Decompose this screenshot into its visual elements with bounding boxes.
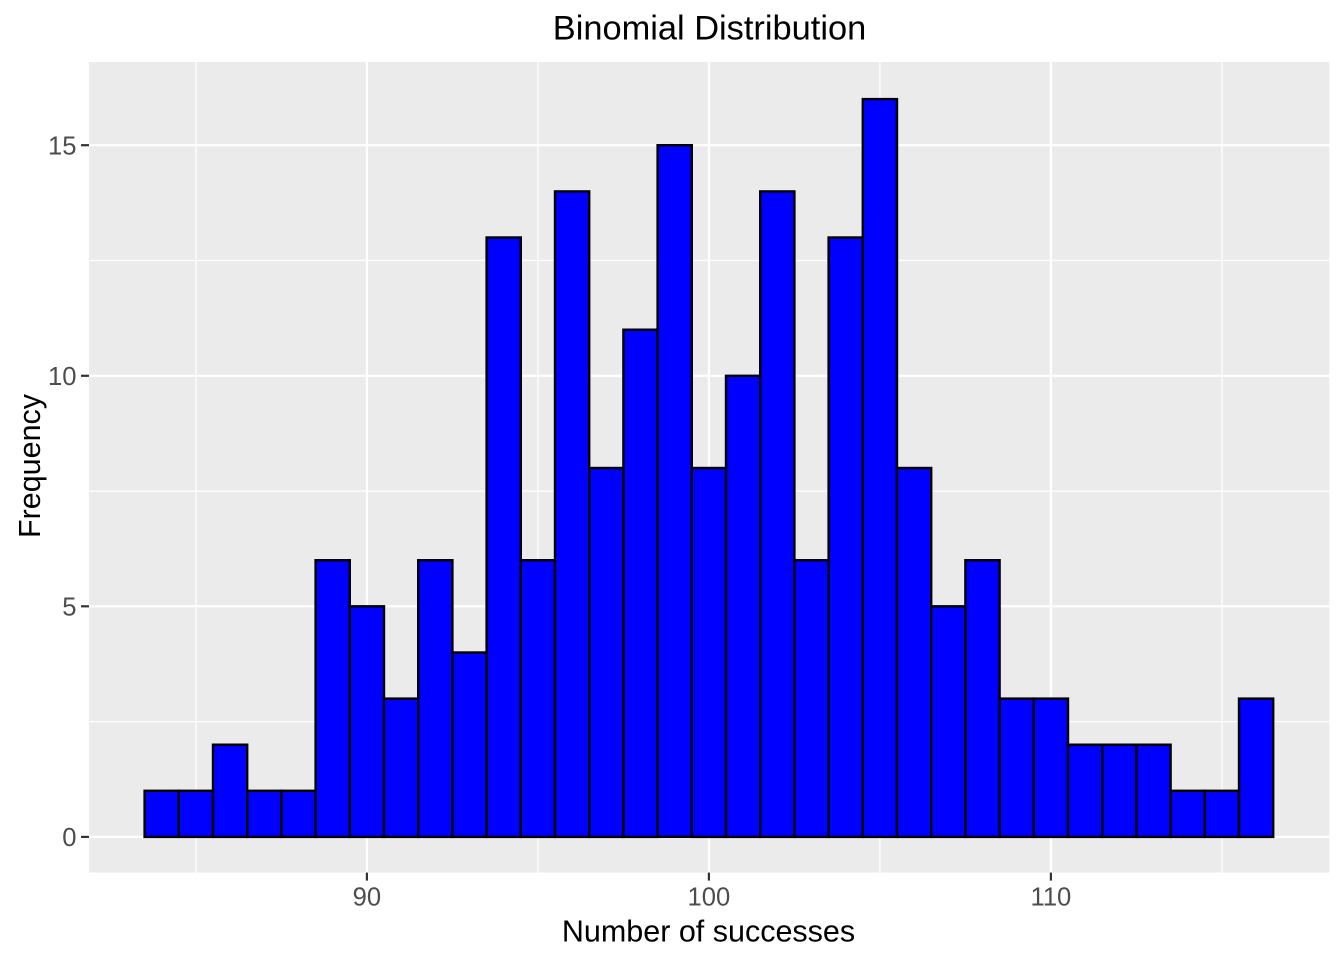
svg-text:15: 15 [48, 132, 76, 160]
svg-text:Binomial Distribution: Binomial Distribution [553, 9, 866, 47]
svg-text:10: 10 [48, 363, 76, 391]
svg-text:90: 90 [353, 883, 381, 911]
svg-text:5: 5 [62, 594, 76, 622]
svg-text:110: 110 [1030, 883, 1071, 911]
svg-text:0: 0 [62, 824, 76, 852]
svg-text:Number of successes: Number of successes [562, 914, 855, 948]
svg-text:Frequency: Frequency [13, 393, 47, 538]
svg-text:100: 100 [688, 883, 731, 911]
